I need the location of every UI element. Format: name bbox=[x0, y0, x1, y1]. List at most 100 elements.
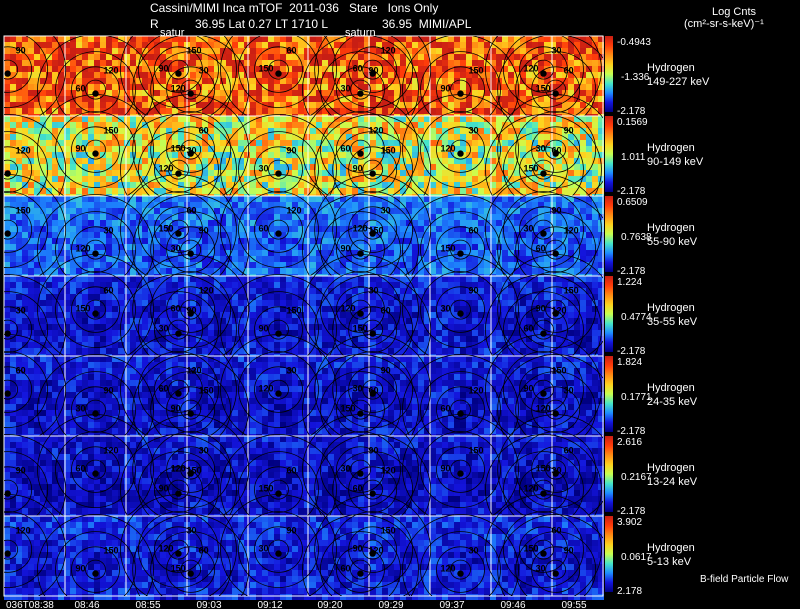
heatmap-cell bbox=[436, 90, 442, 96]
heatmap-cell bbox=[376, 250, 382, 256]
heatmap-cell bbox=[208, 226, 214, 232]
heatmap-cell bbox=[358, 208, 364, 214]
heatmap-cell bbox=[430, 208, 436, 214]
heatmap-cell bbox=[190, 176, 196, 182]
heatmap-cell bbox=[388, 250, 394, 256]
heatmap-cell bbox=[490, 188, 496, 194]
heatmap-cell bbox=[364, 84, 370, 90]
heatmap-cell bbox=[580, 108, 586, 114]
heatmap-cell bbox=[100, 176, 106, 182]
heatmap-cell bbox=[256, 134, 262, 140]
heatmap-cell bbox=[238, 72, 244, 78]
heatmap-cell bbox=[412, 90, 418, 96]
heatmap-cell bbox=[568, 146, 574, 152]
heatmap-cell bbox=[64, 116, 70, 122]
heatmap-cell bbox=[352, 176, 358, 182]
heatmap-cell bbox=[544, 182, 550, 188]
heatmap-cell bbox=[268, 108, 274, 114]
heatmap-cell bbox=[328, 146, 334, 152]
heatmap-cell bbox=[280, 108, 286, 114]
heatmap-cell bbox=[202, 66, 208, 72]
heatmap-cell bbox=[502, 158, 508, 164]
heatmap-cell bbox=[268, 146, 274, 152]
heatmap-cell bbox=[280, 128, 286, 134]
heatmap-cell bbox=[400, 208, 406, 214]
heatmap-cell bbox=[46, 202, 52, 208]
heatmap-cell bbox=[580, 196, 586, 202]
heatmap-cell bbox=[352, 102, 358, 108]
heatmap-cell bbox=[568, 72, 574, 78]
heatmap-cell bbox=[34, 122, 40, 128]
heatmap-cell bbox=[22, 176, 28, 182]
contour-label: 60 bbox=[564, 66, 574, 76]
heatmap-cell bbox=[262, 54, 268, 60]
heatmap-cell bbox=[52, 84, 58, 90]
heatmap-cell bbox=[262, 276, 268, 282]
colorbar-mid-label: 1.011 bbox=[621, 152, 646, 163]
heatmap-cell bbox=[64, 182, 70, 188]
heatmap-cell bbox=[388, 238, 394, 244]
heatmap-cell bbox=[142, 220, 148, 226]
heatmap-cell bbox=[220, 158, 226, 164]
heatmap-cell bbox=[436, 208, 442, 214]
heatmap-cell bbox=[442, 78, 448, 84]
heatmap-cell bbox=[88, 188, 94, 194]
heatmap-cell bbox=[478, 66, 484, 72]
heatmap-cell bbox=[34, 48, 40, 54]
heatmap-cell bbox=[58, 122, 64, 128]
heatmap-cell bbox=[496, 122, 502, 128]
heatmap-cell bbox=[544, 226, 550, 232]
heatmap-cell bbox=[454, 176, 460, 182]
heatmap-cell bbox=[370, 108, 376, 114]
planet-marker bbox=[369, 230, 376, 237]
heatmap-cell bbox=[388, 226, 394, 232]
heatmap-cell bbox=[454, 164, 460, 170]
heatmap-cell bbox=[568, 226, 574, 232]
heatmap-cell bbox=[124, 276, 130, 282]
heatmap-cell bbox=[334, 238, 340, 244]
heatmap-cell bbox=[112, 182, 118, 188]
heatmap-cell bbox=[118, 188, 124, 194]
heatmap-cell bbox=[52, 250, 58, 256]
heatmap-cell bbox=[490, 262, 496, 268]
heatmap-cell bbox=[544, 122, 550, 128]
heatmap-cell bbox=[370, 256, 376, 262]
heatmap-cell bbox=[280, 116, 286, 122]
heatmap-cell bbox=[412, 116, 418, 122]
heatmap-cell bbox=[358, 54, 364, 60]
heatmap-cell bbox=[52, 122, 58, 128]
heatmap-cell bbox=[592, 226, 598, 232]
heatmap-cell bbox=[202, 116, 208, 122]
heatmap-cell bbox=[388, 84, 394, 90]
heatmap-cell bbox=[106, 306, 112, 312]
heatmap-cell bbox=[10, 262, 16, 268]
heatmap-cell bbox=[82, 48, 88, 54]
heatmap-cell bbox=[148, 128, 154, 134]
heatmap-cell bbox=[580, 54, 586, 60]
heatmap-cell bbox=[478, 256, 484, 262]
heatmap-cell bbox=[34, 176, 40, 182]
heatmap-cell bbox=[490, 170, 496, 176]
heatmap-cell bbox=[496, 232, 502, 238]
heatmap-cell bbox=[28, 182, 34, 188]
heatmap-cell bbox=[196, 140, 202, 146]
heatmap-cell bbox=[496, 276, 502, 282]
heatmap-cell bbox=[82, 262, 88, 268]
heatmap-cell bbox=[124, 182, 130, 188]
colorbar bbox=[605, 36, 613, 112]
heatmap-cell bbox=[160, 256, 166, 262]
heatmap-cell bbox=[358, 170, 364, 176]
heatmap-cell bbox=[310, 164, 316, 170]
heatmap-cell bbox=[22, 282, 28, 288]
heatmap-cell bbox=[238, 300, 244, 306]
heatmap-cell bbox=[478, 122, 484, 128]
heatmap-cell bbox=[520, 170, 526, 176]
heatmap-cell bbox=[316, 128, 322, 134]
heatmap-cell bbox=[592, 170, 598, 176]
heatmap-cell bbox=[16, 122, 22, 128]
heatmap-cell bbox=[424, 140, 430, 146]
heatmap-cell bbox=[412, 256, 418, 262]
heatmap-cell bbox=[322, 232, 328, 238]
heatmap-cell bbox=[232, 72, 238, 78]
heatmap-cell bbox=[100, 122, 106, 128]
